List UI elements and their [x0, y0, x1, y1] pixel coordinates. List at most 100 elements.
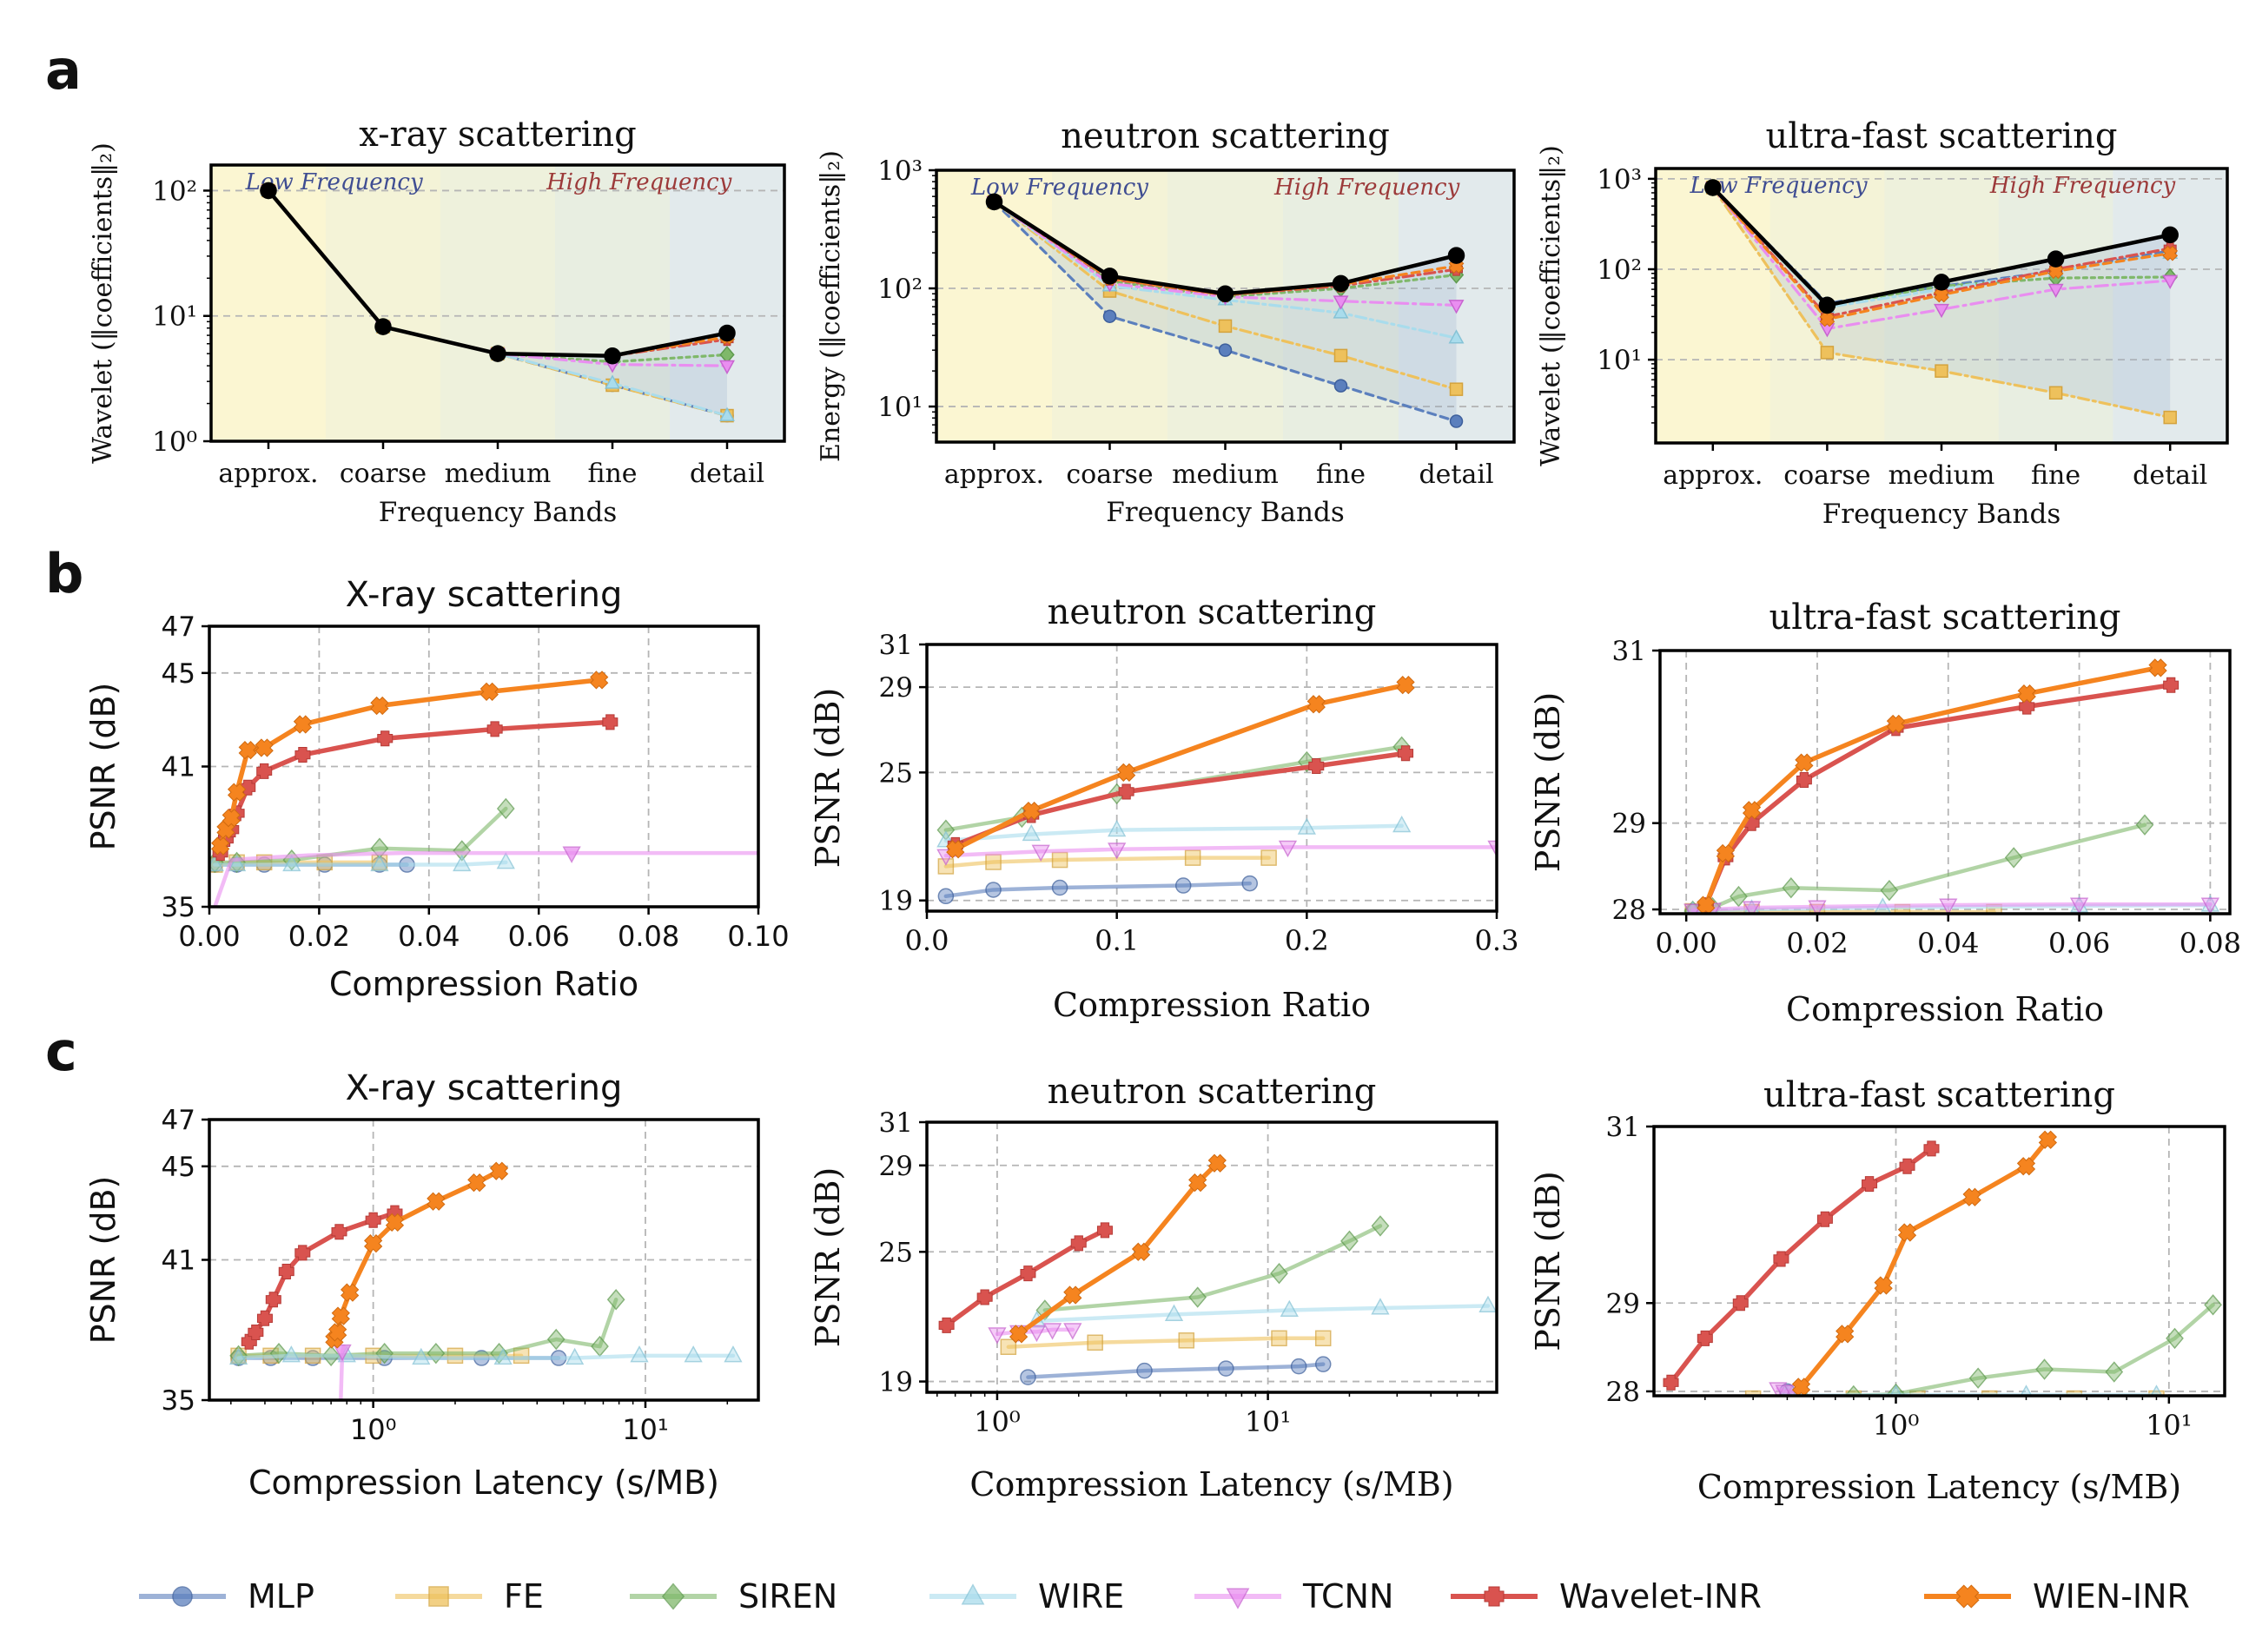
ground-truth-marker	[604, 347, 621, 365]
tcnn-marker	[1487, 840, 1497, 858]
tcnn-marker	[1063, 1323, 1082, 1340]
tcnn-marker	[1934, 303, 1949, 319]
siren-marker	[1270, 1262, 1288, 1285]
y-tick-label: 10¹	[877, 392, 923, 423]
series-wavelet-inr	[938, 1222, 1113, 1333]
chart-c3: 28 29 31 10⁰ 10¹ ultra-fast scattering Compres…	[1529, 1075, 2226, 1506]
gap-shading	[994, 202, 1457, 422]
wire-marker	[1164, 1304, 1184, 1321]
y-tick-label: 31	[879, 1107, 913, 1139]
series-mlp	[1020, 1356, 1332, 1385]
wire-marker	[496, 852, 515, 869]
wien-inr-marker	[341, 1283, 360, 1302]
y-tick-label: 25	[879, 1237, 913, 1268]
wien-inr-marker	[1063, 1285, 1082, 1305]
siren-marker	[427, 1342, 446, 1365]
high-frequency-annotation: High Frequency	[1989, 173, 2176, 199]
wire-line	[236, 1353, 736, 1360]
wien-inr-line	[1798, 1137, 2051, 1390]
x-axis: approx. coarse medium fine detail	[218, 441, 764, 489]
wien-inr-marker	[467, 1173, 486, 1193]
chart-title: ultra-fast scattering	[1766, 116, 2118, 156]
siren-marker	[229, 1345, 248, 1367]
grid	[1654, 1127, 2225, 1396]
tcnn-marker	[1027, 1325, 1047, 1343]
wire-line	[943, 823, 1404, 843]
y-tick-label: 10²	[1597, 254, 1642, 286]
frequency-band-bg	[2113, 169, 2228, 443]
fe-marker	[1820, 346, 1835, 360]
fe-marker	[1087, 1334, 1103, 1351]
x-axis: 0.0 0.1 0.2 0.3	[905, 911, 1518, 957]
siren-marker	[496, 797, 515, 820]
high-frequency-annotation: High Frequency	[1273, 175, 1460, 201]
plot-area	[936, 676, 1497, 905]
fe-marker	[2163, 410, 2177, 425]
y-tick-label: 19	[879, 1367, 913, 1398]
x-axis-label: Compression Ratio	[1053, 986, 1371, 1024]
tcnn-line	[1776, 1386, 1796, 1394]
y-tick-label: 31	[1612, 636, 1646, 667]
wien-inr-marker	[1116, 763, 1136, 782]
wien-inr-marker	[1742, 801, 1762, 820]
mlp-line	[943, 881, 1252, 899]
wire-marker	[281, 1345, 301, 1363]
fe-marker	[1051, 851, 1068, 869]
y-axis-label: PSNR (dB)	[809, 688, 847, 868]
legend-item-wien-inr: WIEN-INR	[1924, 1577, 2190, 1616]
wien-inr-marker	[364, 1234, 383, 1253]
y-axis: 35 41 45 47	[162, 611, 209, 923]
x-tick-label: 0.2	[1285, 924, 1329, 957]
ground-truth-marker	[1933, 274, 1950, 291]
y-tick-label: 35	[162, 892, 195, 923]
fe-marker	[985, 854, 1002, 870]
axes-frame	[925, 1120, 1498, 1394]
series-fe	[937, 849, 1277, 875]
y-axis-label: Wavelet (‖coefficients‖₂)	[1536, 145, 1566, 466]
series-wien-inr	[1009, 1153, 1227, 1344]
siren-marker	[2004, 847, 2023, 869]
series-wien-inr	[1697, 658, 2167, 914]
x-tick-label: fine	[587, 459, 637, 489]
wavelet-inr-marker	[2163, 677, 2180, 693]
tcnn-marker	[2047, 283, 2064, 299]
legend-mlp-marker	[172, 1586, 193, 1607]
wavelet-inr-marker	[377, 730, 394, 747]
legend-wien-inr-marker	[1955, 1584, 1980, 1609]
fe-marker	[446, 1347, 464, 1365]
fe-marker	[1314, 1330, 1332, 1347]
wire-marker	[227, 854, 247, 872]
y-tick-label: 45	[162, 1152, 195, 1183]
wavelet-inr-marker	[2019, 698, 2035, 715]
tcnn-marker	[1031, 844, 1050, 862]
y-tick-label: 10¹	[1597, 345, 1642, 376]
wien-inr-marker	[331, 1306, 350, 1325]
axes-frame	[1652, 1125, 2226, 1398]
x-tick-label: 0.08	[618, 920, 679, 953]
series-tcnn	[213, 846, 758, 907]
chart-title: ultra-fast scattering	[1769, 598, 2121, 638]
wavelet-inr-marker	[248, 1324, 264, 1340]
y-tick-label: 35	[162, 1385, 195, 1417]
x-tick-label: 10⁰	[350, 1413, 397, 1446]
series-wavelet-inr	[241, 1205, 403, 1350]
plot-area	[1663, 1130, 2222, 1396]
wavelet-inr-marker	[1796, 772, 1812, 789]
y-axis-label: PSNR (dB)	[809, 1167, 847, 1347]
wien-inr-line	[1703, 665, 2160, 908]
wien-inr-marker	[1836, 1325, 1855, 1344]
chart-title: X-ray scattering	[346, 575, 623, 615]
tcnn-marker	[1742, 901, 1762, 914]
fe-marker	[1935, 364, 1948, 378]
wire-marker	[724, 1345, 743, 1363]
x-axis-label: Compression Latency (s/MB)	[1697, 1468, 2181, 1506]
tcnn-marker	[2162, 274, 2179, 289]
fe-marker	[937, 858, 955, 875]
wire-marker	[1889, 1384, 1902, 1396]
y-tick-label: 45	[162, 658, 195, 690]
mlp-marker	[1102, 309, 1117, 323]
x-tick-label: 0.06	[508, 920, 570, 953]
x-axis: 10⁰ 10¹	[1704, 1396, 2193, 1442]
wire-marker	[2020, 1384, 2033, 1396]
